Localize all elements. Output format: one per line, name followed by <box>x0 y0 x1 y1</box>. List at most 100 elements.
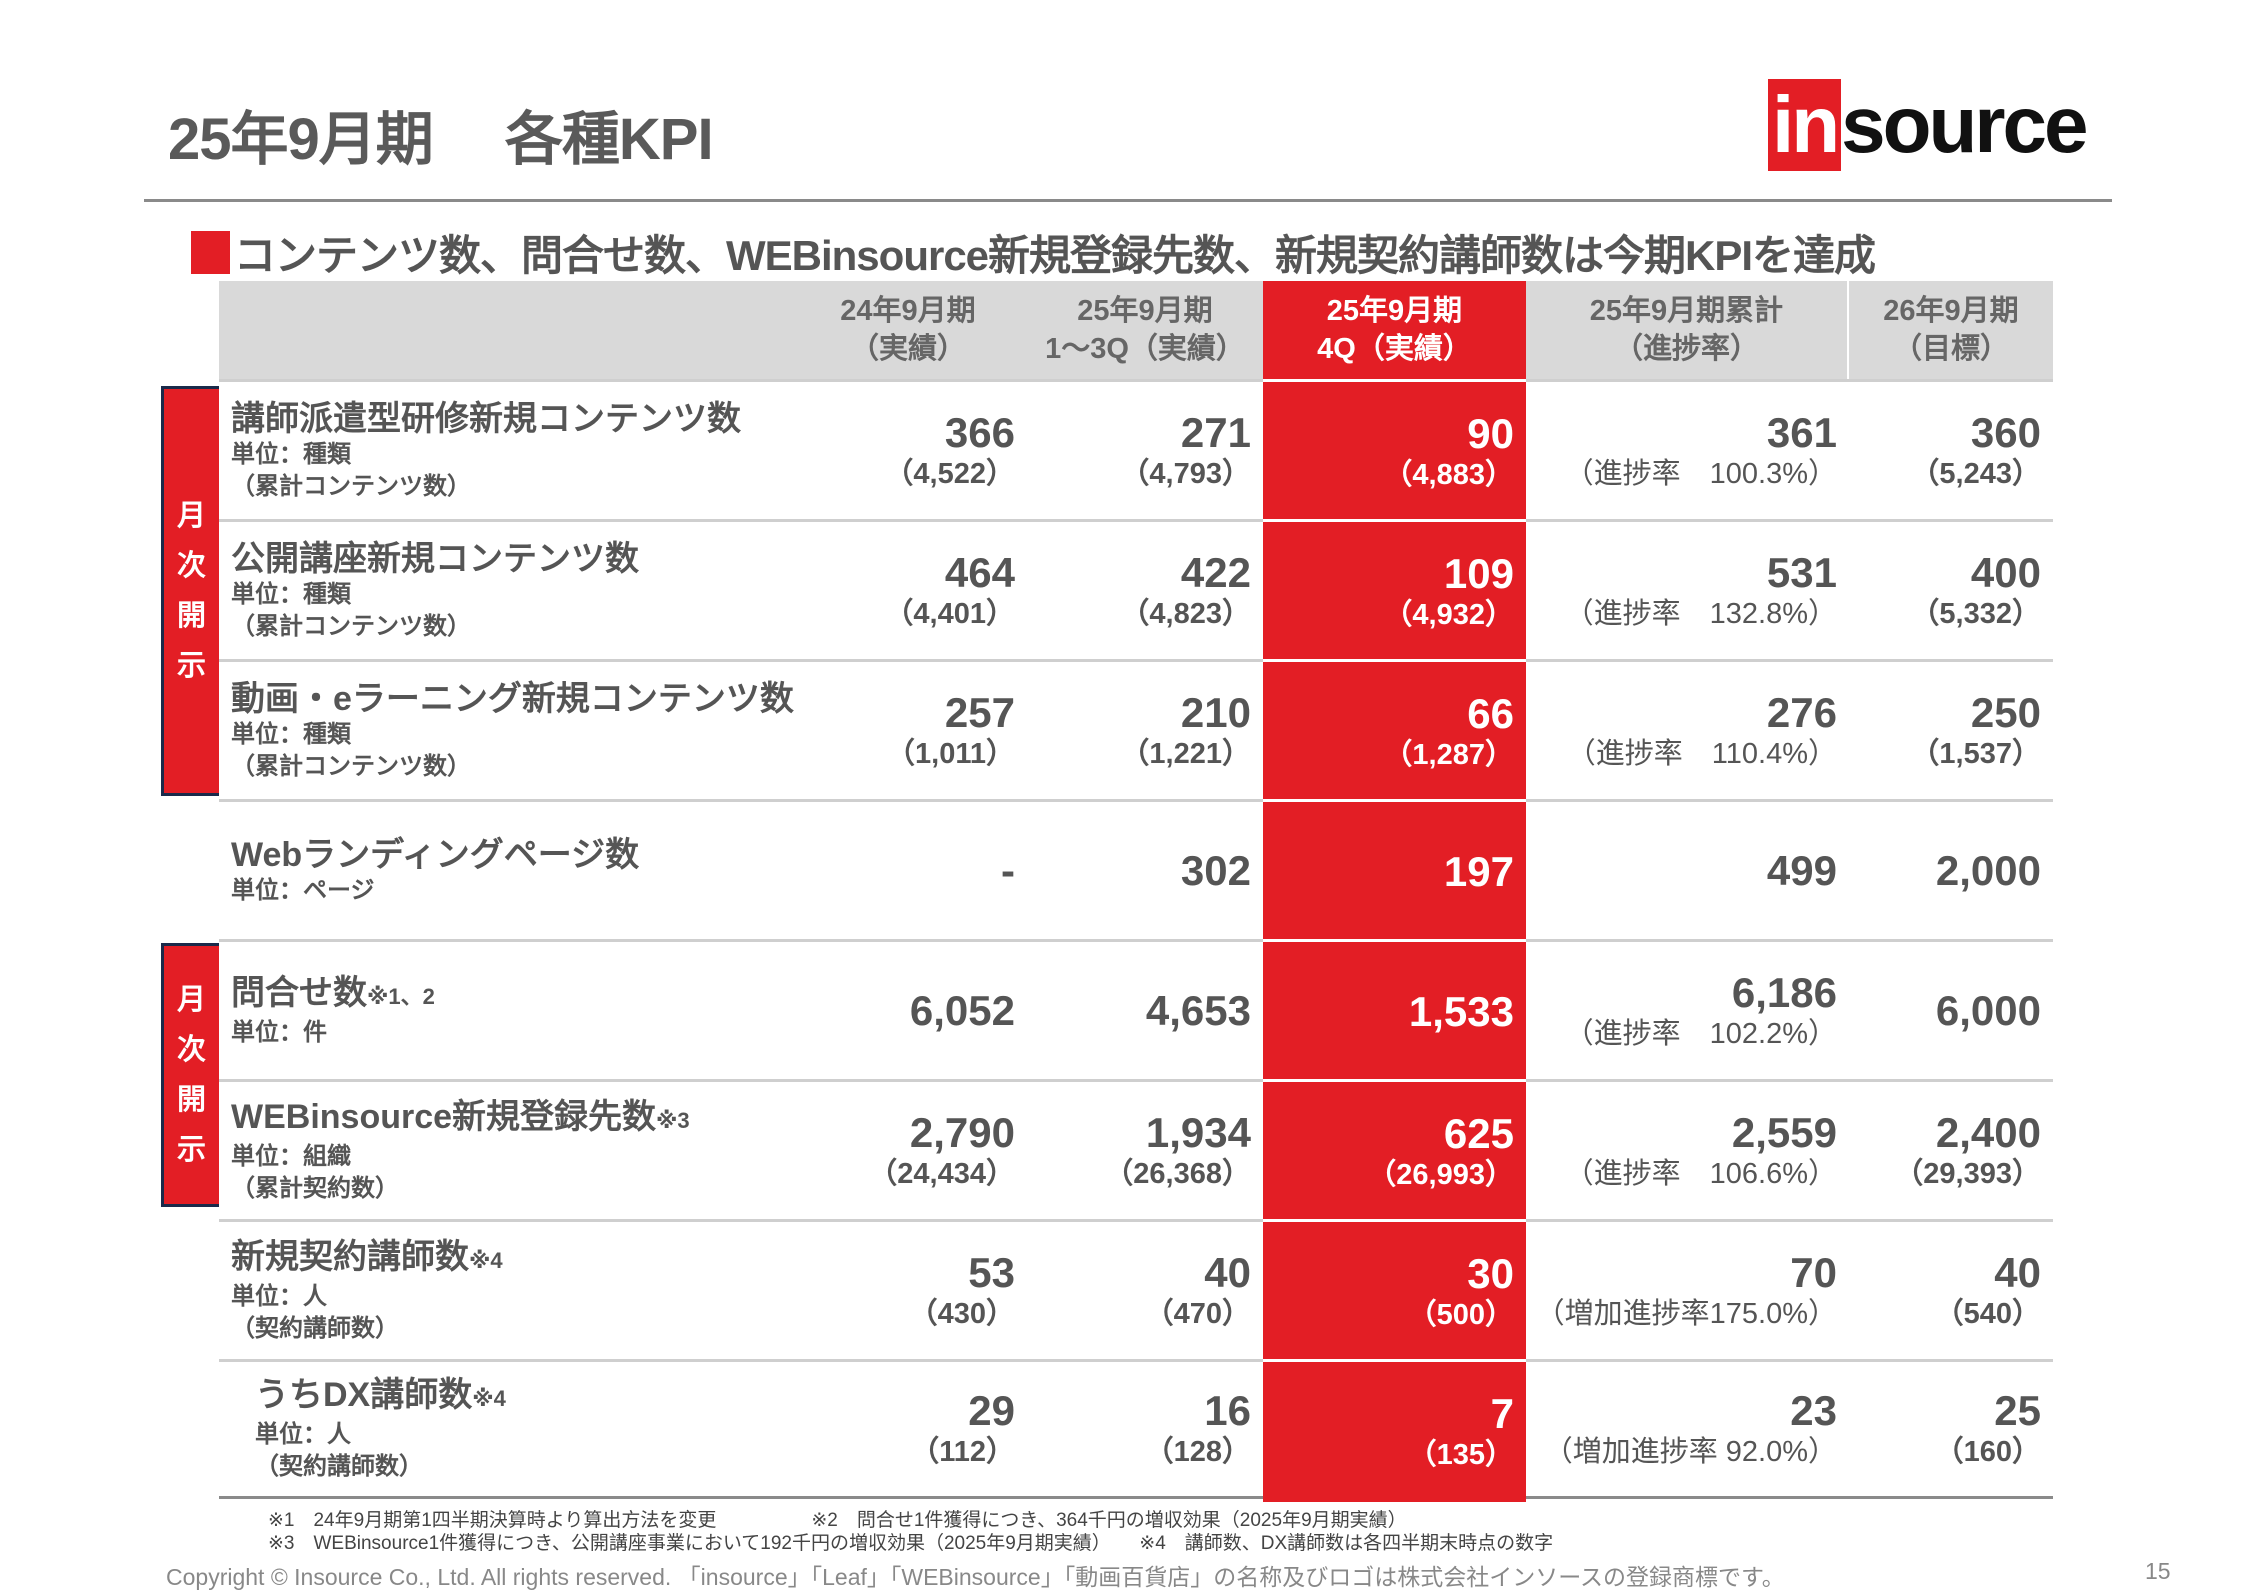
value-sub: （160） <box>1934 1436 2041 1468</box>
value-cell: 366 （4,522） <box>789 382 1027 519</box>
value-cell: 400 （5,332） <box>1849 522 2053 659</box>
row-sub-label: （契約講師数） <box>231 1314 399 1342</box>
value-sub: （4,932） <box>1383 599 1514 631</box>
value-sub: （540） <box>1934 1297 2041 1330</box>
value-cell: 276 （進捗率 110.4%） <box>1526 662 1849 799</box>
row-title: Webランディングページ数 <box>231 835 639 875</box>
value-sub: （4,823） <box>1120 597 1251 630</box>
row-title-text: 問合せ数 <box>231 973 367 1012</box>
header-line: 26年9月期 <box>1883 295 2019 327</box>
value-cell: 257 （1,011） <box>789 662 1027 799</box>
value-main: 197 <box>1443 848 1514 895</box>
row-unit: 単位：人 <box>255 1421 351 1448</box>
monthly-disclosure-label-1: 月次開示 <box>161 386 219 796</box>
row-note: ※4 <box>469 1247 503 1273</box>
value-main: 29 <box>968 1387 1015 1434</box>
value-sub: （4,401） <box>884 597 1015 630</box>
value-sub: （進捗率 106.6%） <box>1564 1157 1837 1190</box>
value-cell: 25 （160） <box>1849 1362 2053 1496</box>
value-cell: 6,000 <box>1849 942 2053 1079</box>
value-sub: （430） <box>908 1297 1015 1330</box>
row-unit: 単位：ページ <box>231 876 375 904</box>
row-unit: 単位：種類 <box>231 720 351 748</box>
value-sub: （進捗率 102.2%） <box>1564 1017 1837 1050</box>
value-sub: （29,393） <box>1894 1157 2041 1190</box>
table-row: Webランディングページ数 単位：ページ - 302 197 499 2,000 <box>219 799 2053 942</box>
value-main: 30 <box>1467 1250 1514 1297</box>
value-sub: （4,793） <box>1120 457 1251 490</box>
value-main: 6,186 <box>1731 968 1837 1016</box>
value-main: 40 <box>1994 1248 2041 1296</box>
footnote-1: ※1 24年9月期第1四半期決算時より算出方法を変更 ※2 問合せ1件獲得につき… <box>268 1510 1407 1531</box>
header-line: 24年9月期 <box>840 295 976 327</box>
value-main: 6,052 <box>909 986 1015 1034</box>
row-title: 公開講座新規コンテンツ数 <box>231 539 639 579</box>
row-label: 動画・eラーニング新規コンテンツ数 単位：種類 （累計コンテンツ数） <box>219 662 794 799</box>
row-title-text: うちDX講師数 <box>255 1376 473 1414</box>
value-sub: （26,993） <box>1367 1159 1514 1191</box>
value-cell: 29 （112） <box>789 1362 1027 1496</box>
value-main: 109 <box>1443 550 1514 597</box>
value-cell: 53 （430） <box>789 1222 1027 1359</box>
row-title-text: 講師派遣型研修新規コンテンツ数 <box>231 399 741 438</box>
value-sub: （500） <box>1407 1299 1514 1331</box>
value-cell: 302 <box>1027 802 1263 939</box>
value-cell: 16 （128） <box>1027 1362 1263 1496</box>
row-unit: 単位：種類 <box>231 440 351 468</box>
monthly-disclosure-label-2: 月次開示 <box>161 943 219 1207</box>
value-cell: 531 （進捗率 132.8%） <box>1526 522 1849 659</box>
row-label: 講師派遣型研修新規コンテンツ数 単位：種類 （累計コンテンツ数） <box>219 382 789 519</box>
value-main: 6,000 <box>1935 986 2041 1034</box>
logo-in: in <box>1768 79 1842 171</box>
side-char: 月 <box>176 500 206 532</box>
table-row: 公開講座新規コンテンツ数 単位：種類 （累計コンテンツ数） 464 （4,401） 422… <box>219 519 2053 662</box>
header-cell: 26年9月期 （目標） <box>1849 281 2053 379</box>
value-main: 70 <box>1790 1248 1837 1296</box>
row-title-text: 新規契約講師数 <box>231 1237 469 1276</box>
row-unit: 単位：人 <box>231 1282 327 1310</box>
value-main: 271 <box>1180 408 1251 456</box>
row-label: Webランディングページ数 単位：ページ <box>219 802 789 939</box>
value-main: 366 <box>944 408 1015 456</box>
kpi-table: 24年9月期 （実績） 25年9月期 1～3Q（実績） 25年9月期 4Q（実績） 25年9… <box>219 281 2053 1502</box>
value-main: 531 <box>1766 548 1837 596</box>
value-main: 7 <box>1490 1390 1514 1437</box>
value-main: - <box>1001 846 1015 894</box>
row-title: WEBinsource新規登録先数※3 <box>231 1097 690 1141</box>
value-cell: 2,790 （24,434） <box>789 1082 1027 1219</box>
subtitle: コンテンツ数、問合せ数、WEBinsource新規登録先数、新規契約講師数は今期… <box>191 222 1876 283</box>
side-char: 次 <box>176 1034 206 1066</box>
red-square-bullet-icon <box>191 231 230 274</box>
value-cell: 40 （540） <box>1849 1222 2053 1359</box>
value-main: 1,533 <box>1408 988 1514 1035</box>
header-line: （進捗率） <box>1613 333 1759 365</box>
header-line: 25年9月期 <box>1077 295 1213 327</box>
value-sub: （135） <box>1407 1439 1514 1471</box>
value-main: 53 <box>968 1248 1015 1296</box>
value-cell: 6,052 <box>789 942 1027 1079</box>
row-sub-label: （累計契約数） <box>231 1174 399 1202</box>
value-sub: （1,287） <box>1383 739 1514 771</box>
value-main: 23 <box>1790 1387 1837 1434</box>
value-cell: 23 （増加進捗率 92.0%） <box>1526 1362 1849 1496</box>
value-cell: 40 （470） <box>1027 1222 1263 1359</box>
title-divider <box>144 199 2112 202</box>
value-cell: 2,559 （進捗率 106.6%） <box>1526 1082 1849 1219</box>
value-sub: （5,332） <box>1910 597 2041 630</box>
value-cell: 7 （135） <box>1263 1359 1526 1502</box>
header-line: 4Q（実績） <box>1317 333 1472 365</box>
value-main: 257 <box>944 688 1015 736</box>
value-cell: 499 <box>1526 802 1849 939</box>
value-sub: （進捗率 132.8%） <box>1564 597 1837 630</box>
side-char: 示 <box>176 650 206 682</box>
value-cell: 464 （4,401） <box>789 522 1027 659</box>
value-sub: （増加進捗率175.0%） <box>1535 1297 1837 1330</box>
value-sub: （1,537） <box>1910 737 2041 770</box>
value-main: 90 <box>1467 410 1514 457</box>
value-main: 2,790 <box>909 1108 1015 1156</box>
value-sub: （1,011） <box>886 737 1015 770</box>
value-sub: （470） <box>1144 1297 1251 1330</box>
row-sub-label: （累計コンテンツ数） <box>231 612 471 640</box>
value-main: 66 <box>1467 690 1514 737</box>
row-label: WEBinsource新規登録先数※3 単位：組織 （累計契約数） <box>219 1082 789 1219</box>
